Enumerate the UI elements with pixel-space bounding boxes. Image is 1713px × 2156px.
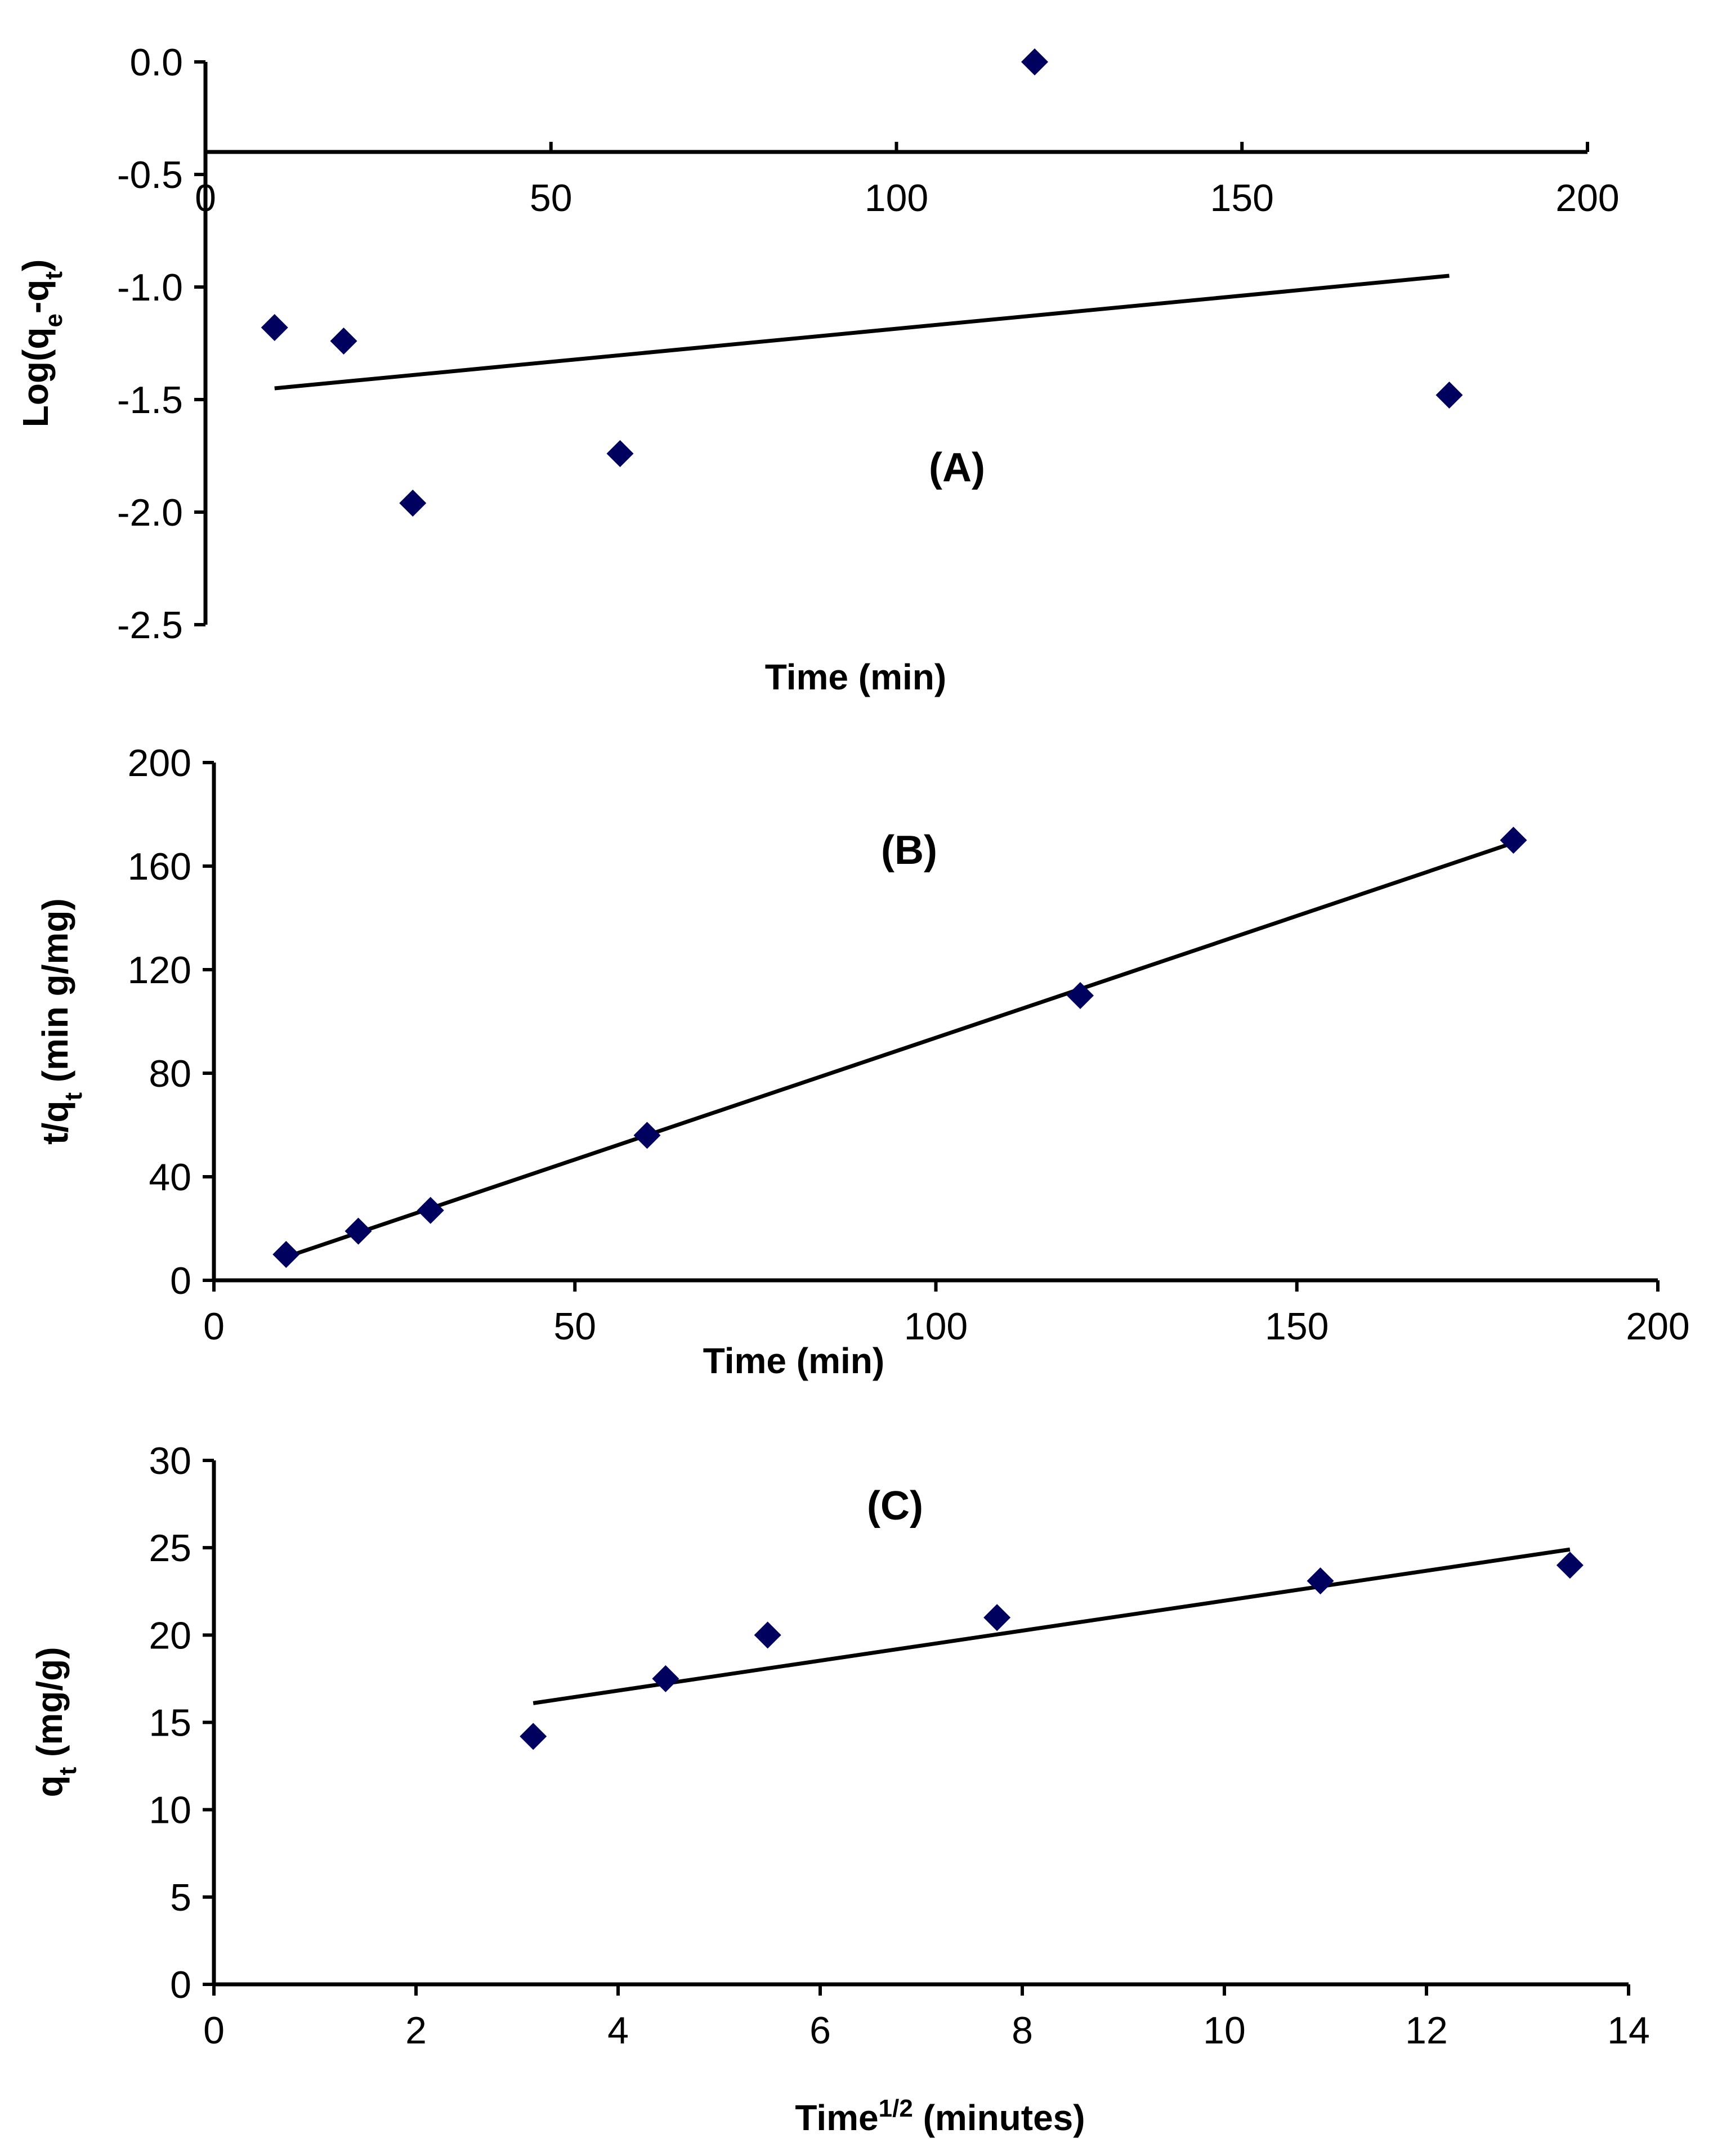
data-point [633,1122,661,1149]
data-point [345,1217,372,1245]
data-point [1556,1552,1584,1579]
x-axis-title: Time1/2 (minutes) [795,2095,1085,2139]
label-part: t [40,271,68,280]
data-point [754,1621,781,1649]
x-tick-label: 100 [865,177,928,219]
label-part: ) [15,259,56,271]
y-tick-label: 5 [170,1876,191,1919]
x-tick-label: 200 [1626,1305,1689,1348]
chart-panel-b: 0 40 80 120 160 200 0 50 100 150 200 (B) Time (min) t… [35,742,1690,1381]
x-tick-label: 2 [405,2009,427,2052]
x-axis-title: Time (min) [703,1341,884,1381]
x-tick-label: 150 [1210,177,1274,219]
y-tick-label: 0.0 [129,41,183,84]
x-tick-label: 0 [203,2009,225,2052]
data-point [1067,982,1094,1009]
y-tick-label: 160 [128,845,191,888]
x-tick-label: 150 [1265,1305,1329,1348]
y-tick-label: -2.5 [117,604,183,647]
y-tick-label: 10 [149,1789,191,1832]
data-point [1500,827,1527,854]
x-tick-label: 50 [553,1305,596,1348]
data-point [399,490,427,517]
data-point [1021,48,1048,75]
label-part: 1/2 [879,2095,913,2122]
data-point [272,1241,300,1268]
trendline [274,274,1450,391]
y-tick-label: 30 [149,1440,191,1482]
label-part: e [40,313,68,327]
data-point [1435,382,1463,409]
panel-label: (B) [881,828,937,873]
data-point [983,1604,1011,1631]
chart-panel-a: 0.0 -0.5 -1.0 -1.5 -2.0 -2.5 0 50 100 150 200 (A) Ti… [15,41,1620,697]
y-tick-label: 40 [149,1156,191,1199]
data-point [520,1723,547,1750]
y-tick-label: 80 [149,1052,191,1095]
x-tick-label: 200 [1555,177,1619,219]
label-part: Log(q [15,328,56,428]
data-point [606,440,634,467]
data-point [417,1196,444,1224]
y-tick-label: 15 [149,1702,191,1745]
y-tick-label: -1.5 [117,379,183,422]
y-tick-label: 0 [170,1259,191,1302]
y-tick-label: 120 [128,949,191,992]
x-tick-label: 4 [607,2009,629,2052]
trendline [533,1547,1571,1705]
y-tick-label: -1.0 [117,266,183,309]
y-tick-label: 200 [128,742,191,785]
x-tick-label: 0 [203,1305,225,1348]
x-tick-label: 8 [1012,2009,1033,2052]
data-point [652,1665,679,1692]
data-point [261,314,288,341]
data-point [330,328,357,355]
x-tick-label: 0 [195,177,216,219]
label-part: (min g/mg) [35,898,75,1092]
label-part: t [60,1092,87,1101]
x-tick-label: 6 [809,2009,831,2052]
y-tick-label: -0.5 [117,154,183,196]
label-part: q [29,1775,70,1797]
label-part: (minutes) [913,2097,1085,2138]
y-axis-title: Log(qe-qt) [15,259,68,428]
x-tick-label: 12 [1405,2009,1448,2052]
panel-label: (A) [929,445,985,490]
label-part: Time [795,2097,878,2138]
data-point [1307,1567,1334,1595]
chart-panel-c: 0 5 10 15 20 25 30 0 2 4 6 8 10 12 14 (C) Time1/2 (minut… [29,1440,1650,2138]
x-tick-label: 10 [1203,2009,1246,2052]
x-tick-label: 14 [1607,2009,1650,2052]
panel-label: (C) [867,1483,923,1529]
label-part: (mg/g) [29,1647,70,1767]
label-part: t/q [35,1101,75,1145]
x-tick-label: 50 [530,177,573,219]
y-tick-label: 0 [170,1964,191,2006]
label-part: -q [15,280,56,313]
y-tick-label: -2.0 [117,491,183,534]
trendline [285,841,1514,1259]
label-part: t [54,1767,82,1775]
y-tick-label: 25 [149,1527,191,1570]
y-tick-label: 20 [149,1614,191,1657]
y-axis-title: t/qt (min g/mg) [35,898,87,1145]
x-axis-title: Time (min) [765,657,946,697]
x-tick-label: 100 [904,1305,968,1348]
y-axis-title: qt (mg/g) [29,1647,82,1797]
